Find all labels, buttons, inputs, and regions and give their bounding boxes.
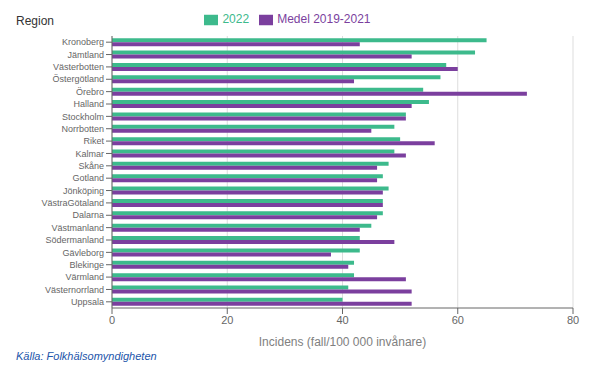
svg-text:Kalmar: Kalmar	[75, 149, 104, 159]
svg-text:Dalarna: Dalarna	[72, 210, 104, 220]
svg-text:20: 20	[221, 314, 233, 326]
svg-text:Stockholm: Stockholm	[62, 112, 104, 122]
svg-text:Västmanland: Västmanland	[51, 223, 104, 233]
html-text:Källa: Folkhälsomyndigheten: Källa: Folkhälsomyndigheten	[16, 350, 157, 362]
svg-text:Gävleborg: Gävleborg	[62, 248, 104, 258]
svg-text:VästraGötaland: VästraGötaland	[41, 198, 104, 208]
svg-text:Södermanland: Södermanland	[45, 235, 104, 245]
html-text:Medel 2019-2021: Medel 2019-2021	[277, 12, 371, 26]
svg-text:Riket: Riket	[83, 136, 104, 146]
svg-text:Skåne: Skåne	[78, 161, 104, 171]
html-text:2022: 2022	[222, 12, 250, 26]
svg-text:Värmland: Värmland	[65, 272, 104, 282]
svg-text:Västernorrland: Västernorrland	[45, 285, 104, 295]
svg-text:Jämtland: Jämtland	[67, 50, 104, 60]
html-text:Region: Region	[16, 14, 54, 28]
svg-text:60: 60	[452, 314, 464, 326]
svg-text:Incidens (fall/100 000 invånar: Incidens (fall/100 000 invånare)	[259, 335, 426, 349]
svg-text:Uppsala: Uppsala	[71, 297, 104, 307]
svg-text:Norrbotten: Norrbotten	[61, 124, 104, 134]
svg-text:Örebro: Örebro	[76, 87, 104, 97]
svg-text:Kronoberg: Kronoberg	[62, 37, 104, 47]
svg-text:Halland: Halland	[73, 99, 104, 109]
svg-text:Gotland: Gotland	[72, 173, 104, 183]
svg-text:Västerbotten: Västerbotten	[53, 62, 104, 72]
svg-text:80: 80	[567, 314, 579, 326]
svg-text:0: 0	[109, 314, 115, 326]
svg-text:Jönköping: Jönköping	[63, 186, 104, 196]
svg-text:Blekinge: Blekinge	[69, 260, 104, 270]
svg-text:Östergötland: Östergötland	[52, 74, 104, 84]
svg-text:40: 40	[336, 314, 348, 326]
